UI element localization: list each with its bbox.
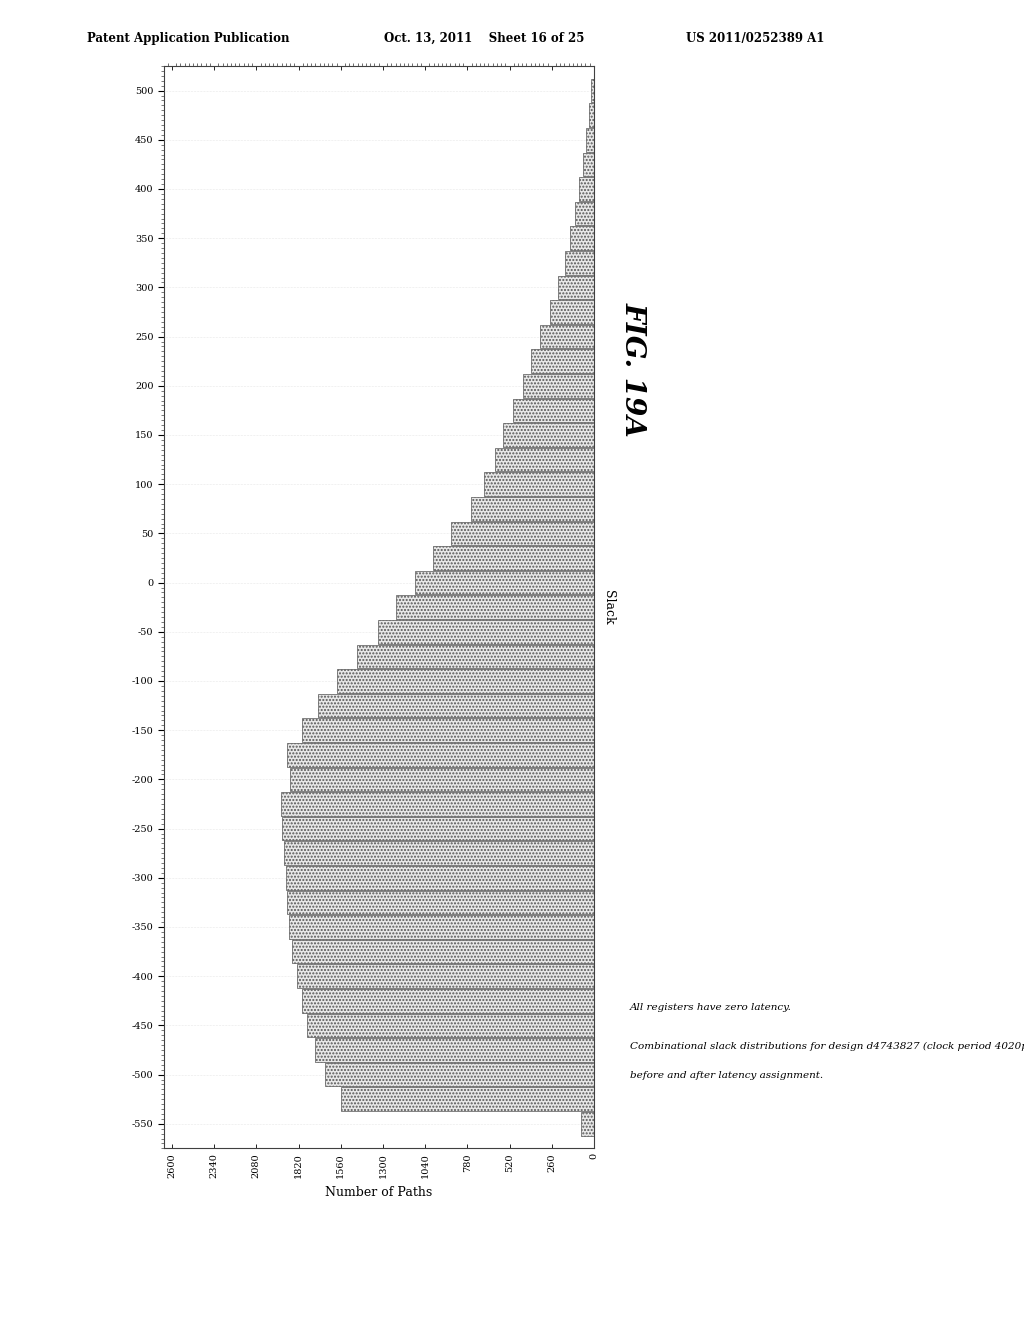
Bar [286, 866, 594, 890]
Bar [297, 965, 594, 987]
Bar [325, 1063, 594, 1086]
Bar [416, 570, 594, 594]
Bar [289, 915, 594, 939]
Bar [338, 669, 594, 693]
Bar [433, 546, 594, 570]
Bar [378, 620, 594, 644]
Bar [318, 694, 594, 717]
Bar [522, 374, 594, 397]
Bar [495, 447, 594, 471]
Bar [530, 350, 594, 374]
X-axis label: Number of Paths: Number of Paths [326, 1187, 432, 1200]
Bar [396, 595, 594, 619]
Bar [592, 79, 594, 103]
Text: Combinational slack distributions for design d4743827 (clock period 4020ps),: Combinational slack distributions for de… [630, 1043, 1024, 1052]
Bar [550, 300, 594, 323]
Text: US 2011/0252389 A1: US 2011/0252389 A1 [686, 32, 824, 45]
Bar [306, 1014, 594, 1038]
Y-axis label: Slack: Slack [602, 590, 615, 624]
Bar [580, 177, 594, 201]
Bar [564, 251, 594, 275]
Bar [341, 1088, 594, 1111]
Bar [452, 521, 594, 545]
Bar [302, 989, 594, 1012]
Bar [575, 202, 594, 226]
Bar [558, 276, 594, 300]
Bar [292, 940, 594, 964]
Bar [284, 841, 594, 865]
Text: Patent Application Publication: Patent Application Publication [87, 32, 290, 45]
Bar [503, 424, 594, 446]
Text: FIG. 19A: FIG. 19A [620, 302, 646, 437]
Bar [483, 473, 594, 496]
Text: Oct. 13, 2011    Sheet 16 of 25: Oct. 13, 2011 Sheet 16 of 25 [384, 32, 585, 45]
Bar [471, 498, 594, 520]
Bar [541, 325, 594, 348]
Bar [581, 1111, 594, 1135]
Bar [570, 227, 594, 249]
Bar [287, 891, 594, 915]
Bar [589, 103, 594, 127]
Bar [302, 718, 594, 742]
Bar [283, 817, 594, 841]
Bar [281, 792, 594, 816]
Bar [583, 153, 594, 176]
Text: All registers have zero latency.: All registers have zero latency. [630, 1003, 792, 1012]
Bar [357, 644, 594, 668]
Text: before and after latency assignment.: before and after latency assignment. [630, 1072, 823, 1081]
Bar [513, 399, 594, 422]
Bar [291, 768, 594, 791]
Bar [314, 1039, 594, 1061]
Bar [287, 743, 594, 767]
Bar [586, 128, 594, 152]
